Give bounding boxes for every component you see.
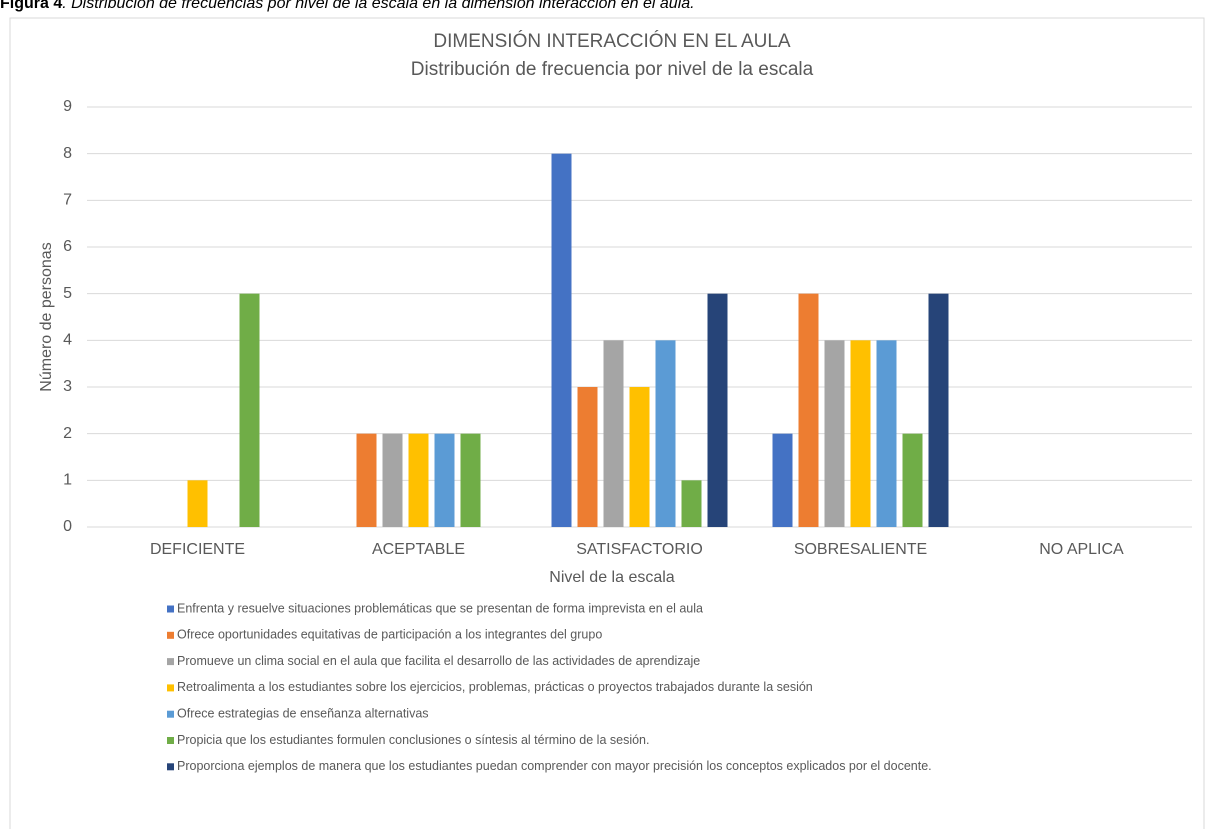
legend-swatch — [167, 737, 174, 744]
x-tick-label: ACEPTABLE — [372, 541, 465, 558]
legend-label: Promueve un clima social en el aula que … — [177, 654, 700, 668]
y-axis-label: Número de personas — [38, 242, 55, 391]
y-tick-label: 6 — [63, 238, 72, 255]
y-tick-label: 9 — [63, 98, 72, 115]
legend-swatch — [167, 710, 174, 718]
legend-label: Ofrece oportunidades equitativas de part… — [177, 628, 602, 642]
legend-swatch — [167, 684, 174, 692]
legend-label: Retroalimenta a los estudiantes sobre lo… — [177, 680, 813, 694]
bar — [655, 340, 676, 527]
bar — [707, 293, 728, 527]
chart-subtitle: Distribución de frecuencia por nivel de … — [411, 59, 814, 80]
legend-swatch — [167, 605, 174, 613]
bar — [356, 433, 377, 527]
x-tick-label: NO APLICA — [1039, 541, 1124, 558]
bar — [681, 480, 702, 527]
bar — [187, 480, 208, 527]
legend-label: Proporciona ejemplos de manera que los e… — [177, 759, 932, 773]
bar — [928, 293, 949, 527]
bar — [629, 387, 650, 527]
legend-label: Propicia que los estudiantes formulen co… — [177, 733, 649, 747]
bar — [460, 433, 481, 527]
bar — [577, 387, 598, 527]
bar — [408, 433, 429, 527]
bar — [239, 293, 260, 527]
x-tick-label: SOBRESALIENTE — [794, 541, 927, 558]
x-axis-label: Nivel de la escala — [549, 569, 675, 586]
bar — [824, 340, 845, 527]
y-tick-label: 1 — [63, 472, 72, 489]
bar — [603, 340, 624, 527]
caption: Figura 4. Distribución de frecuencias po… — [0, 0, 695, 12]
y-tick-label: 7 — [63, 192, 72, 209]
legend-swatch — [167, 631, 174, 639]
y-tick-label: 4 — [63, 332, 72, 349]
chart-title: DIMENSIÓN INTERACCIÓN EN EL AULA — [433, 30, 791, 52]
bar — [876, 340, 897, 527]
bar — [850, 340, 871, 527]
caption-text: . Distribución de frecuencias por nivel … — [62, 0, 694, 12]
legend-label: Enfrenta y resuelve situaciones problemá… — [177, 601, 703, 615]
bar — [551, 153, 572, 527]
legend-swatch — [167, 763, 174, 771]
bar — [382, 433, 403, 527]
y-tick-label: 8 — [63, 145, 72, 162]
y-tick-label: 0 — [63, 518, 72, 535]
caption-label: Figura 4 — [0, 0, 62, 12]
bar — [798, 293, 819, 527]
y-tick-label: 5 — [63, 285, 72, 302]
bar — [434, 433, 455, 527]
legend-label: Ofrece estrategias de enseñanza alternat… — [177, 706, 429, 720]
bar — [772, 433, 793, 527]
y-tick-label: 2 — [63, 425, 72, 442]
y-tick-label: 3 — [63, 378, 72, 395]
legend-swatch — [167, 658, 174, 666]
bar — [902, 433, 923, 527]
x-tick-label: SATISFACTORIO — [576, 541, 703, 558]
x-tick-label: DEFICIENTE — [150, 541, 245, 558]
